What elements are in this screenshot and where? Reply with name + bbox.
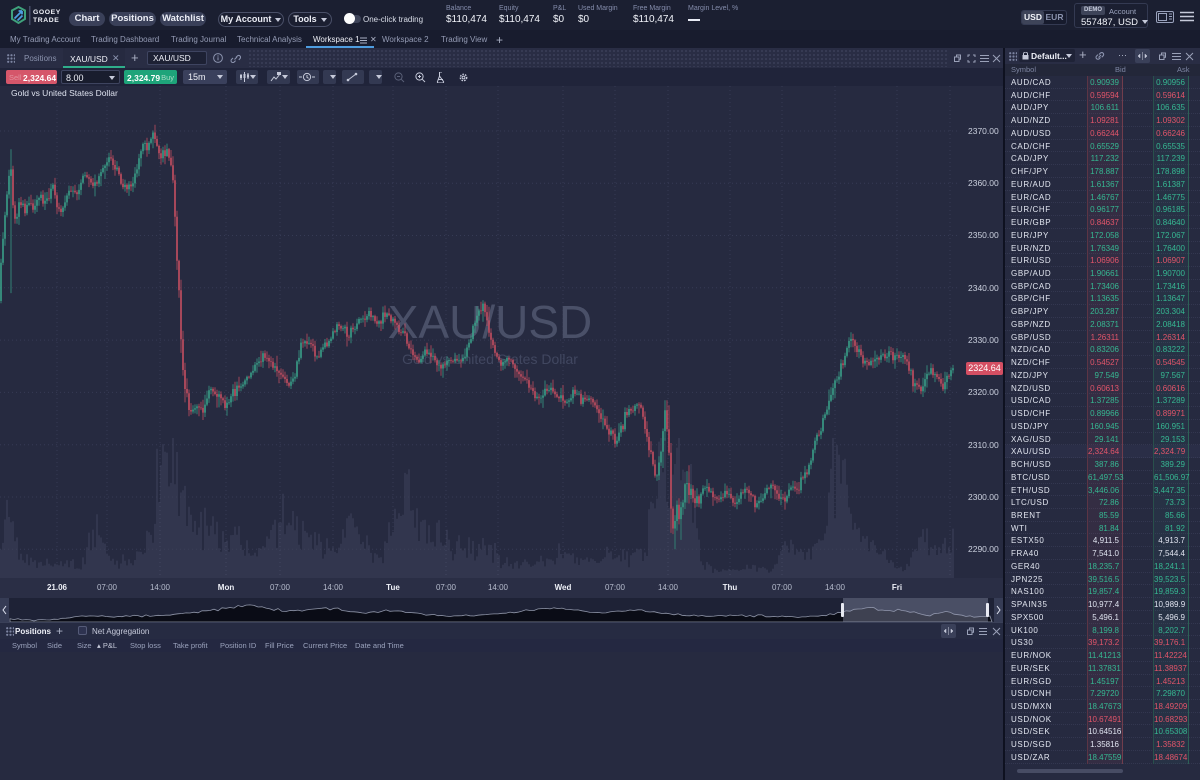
svg-text:GOOEY: GOOEY — [33, 9, 61, 16]
svg-text:XAU/USD: XAU/USD — [388, 296, 592, 348]
svg-text:Gold vs United States Dollar: Gold vs United States Dollar — [402, 351, 578, 367]
svg-text:TRADE: TRADE — [33, 17, 59, 24]
